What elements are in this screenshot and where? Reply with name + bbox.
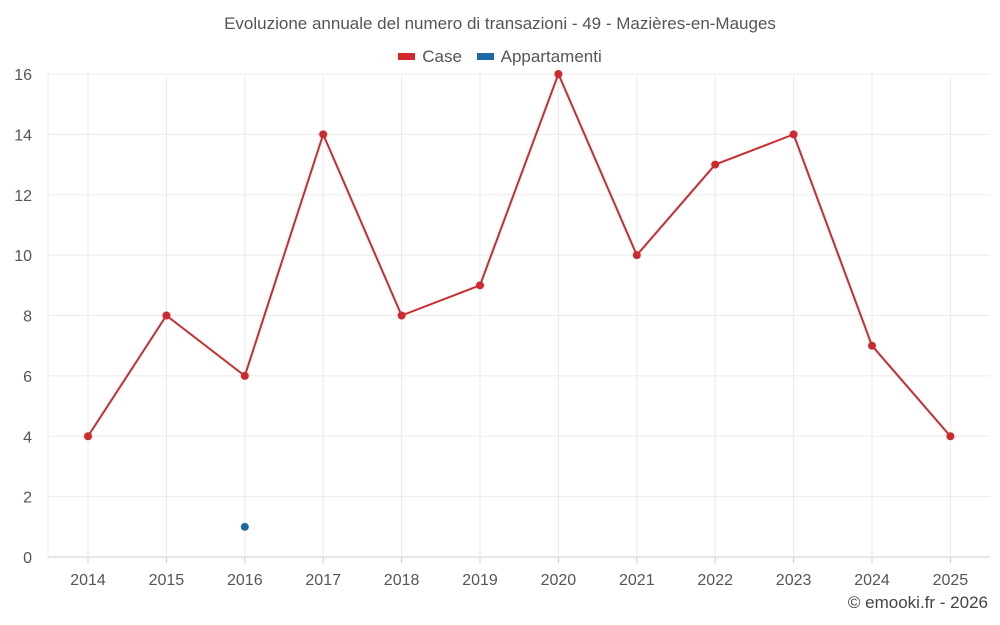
legend-swatch-case: [398, 53, 416, 60]
y-tick-label: 6: [23, 369, 32, 386]
x-tick-label: 2024: [854, 572, 890, 589]
data-point-appartamenti[interactable]: [240, 522, 249, 531]
y-tick-label: 8: [23, 309, 32, 326]
y-tick-label: 2: [23, 490, 32, 507]
x-tick-label: 2015: [149, 572, 185, 589]
x-tick-label: 2019: [462, 572, 498, 589]
y-tick-label: 4: [23, 429, 32, 446]
data-point-case[interactable]: [162, 311, 171, 320]
copyright-footer: © emooki.fr - 2026: [847, 593, 988, 612]
data-point-case[interactable]: [476, 281, 484, 290]
y-tick-label: 14: [14, 127, 32, 144]
y-tick-label: 0: [23, 550, 32, 567]
x-tick-label: 2020: [541, 572, 577, 589]
data-point-case[interactable]: [632, 251, 641, 260]
legend-label-case: Case: [422, 46, 462, 66]
x-tick-label: 2025: [933, 572, 969, 589]
x-tick-label: 2018: [384, 572, 420, 589]
y-tick-label: 10: [14, 248, 32, 265]
x-tick-label: 2014: [70, 572, 106, 589]
data-point-case[interactable]: [240, 371, 249, 380]
x-tick-label: 2021: [619, 572, 655, 589]
data-point-case[interactable]: [554, 70, 563, 78]
data-point-case[interactable]: [84, 432, 92, 441]
x-tick-label: 2017: [305, 572, 341, 589]
legend-item-case[interactable]: Case: [398, 47, 462, 67]
data-point-case[interactable]: [946, 432, 955, 441]
data-point-case[interactable]: [868, 341, 876, 350]
data-point-case[interactable]: [397, 311, 406, 320]
chart-title: Evoluzione annuale del numero di transaz…: [224, 14, 776, 33]
series-line-case: [87, 73, 952, 437]
x-tick-label: 2022: [697, 572, 733, 589]
legend-label-appartamenti: Appartamenti: [500, 46, 602, 66]
data-point-case[interactable]: [789, 130, 798, 139]
y-tick-label: 16: [14, 67, 32, 84]
y-tick-label: 12: [14, 188, 32, 205]
x-tick-label: 2023: [776, 572, 812, 589]
data-point-case[interactable]: [711, 160, 720, 169]
chart-legend: Case Appartamenti: [0, 45, 1000, 67]
x-tick-label: 2016: [227, 572, 263, 589]
data-point-case[interactable]: [319, 130, 328, 139]
legend-swatch-appartamenti: [476, 53, 494, 60]
legend-item-appartamenti[interactable]: Appartamenti: [476, 46, 602, 67]
